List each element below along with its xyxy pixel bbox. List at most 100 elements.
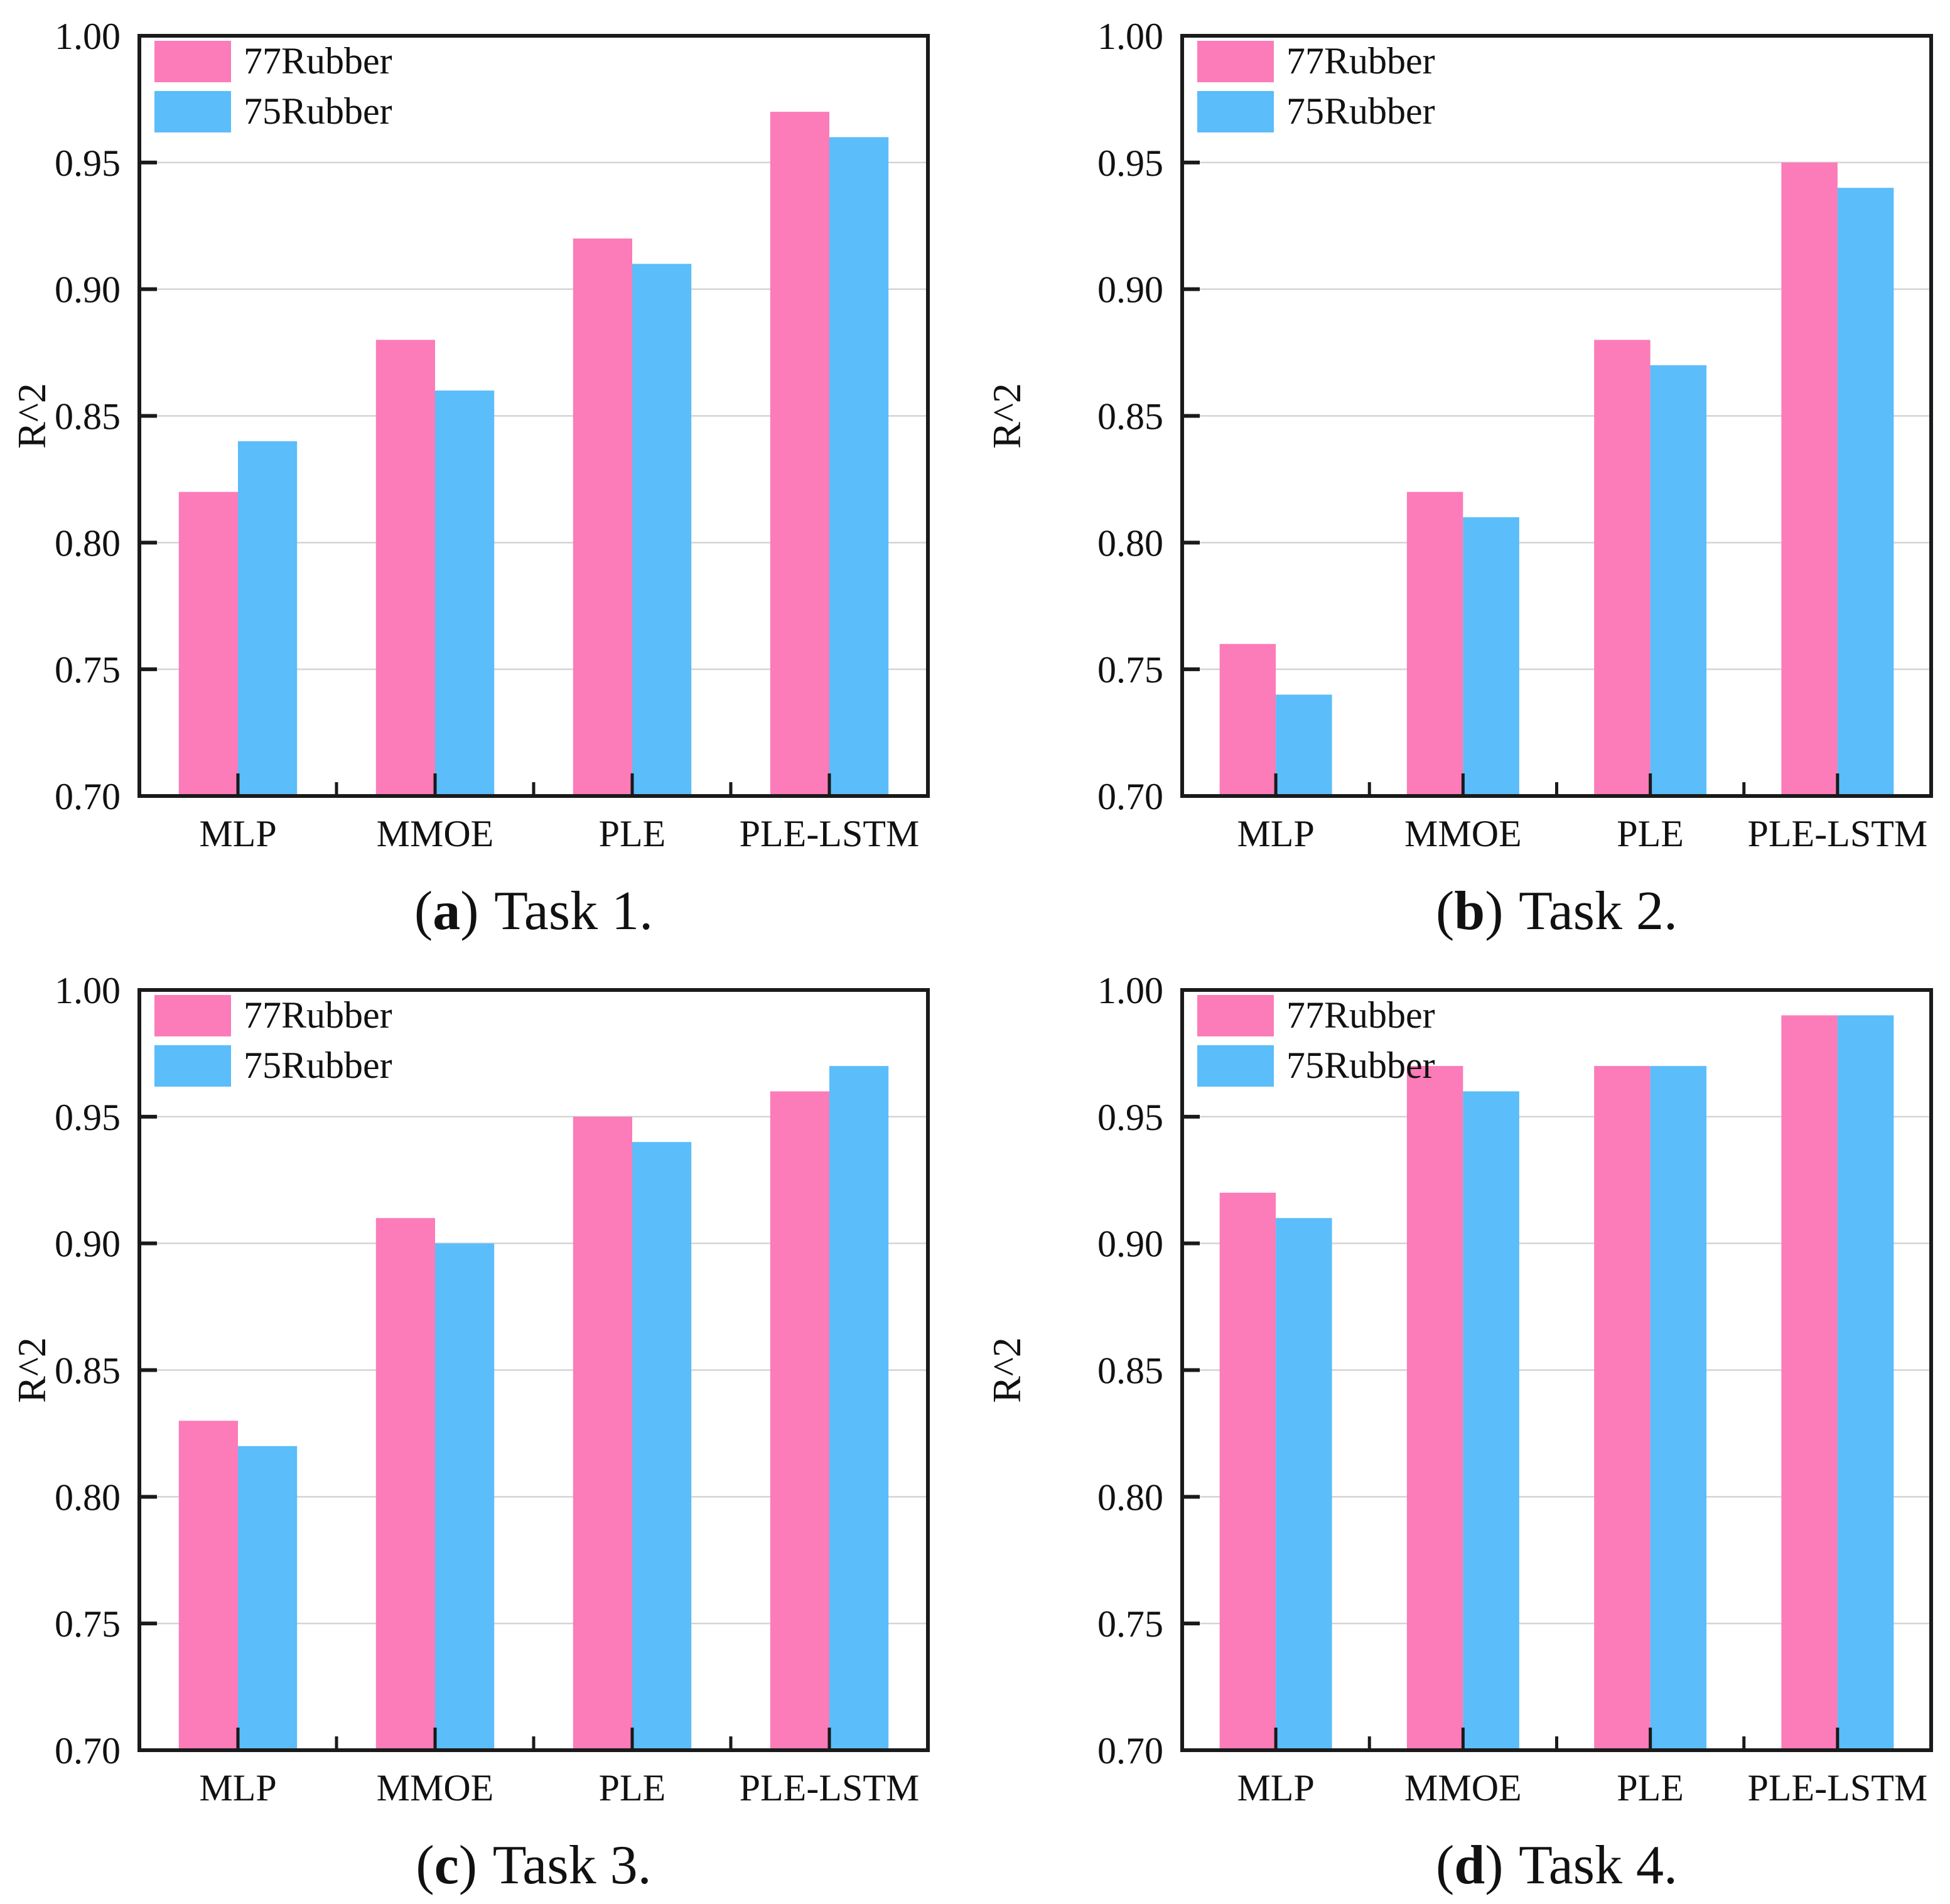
y-tick-label: 0.75 xyxy=(55,1603,121,1645)
y-tick-label: 1.00 xyxy=(1097,970,1163,1011)
y-tick-label: 0.90 xyxy=(1097,269,1163,311)
bar-77Rubber-PLE-LSTM xyxy=(770,1091,829,1750)
y-tick-label: 0.75 xyxy=(1097,1603,1163,1645)
x-category-label-MMOE: MMOE xyxy=(1404,813,1522,854)
y-tick-label: 0.90 xyxy=(55,1224,121,1265)
x-category-label-MMOE: MMOE xyxy=(1404,1767,1522,1809)
y-tick-label: 0.70 xyxy=(1097,776,1163,817)
x-ticks xyxy=(236,1728,831,1750)
bar-77Rubber-PLE-LSTM xyxy=(1781,162,1838,796)
x-category-label-PLE-LSTM: PLE-LSTM xyxy=(740,1767,920,1809)
caption-close: ) xyxy=(1485,1835,1504,1896)
y-tick-label: 0.90 xyxy=(55,269,121,311)
bar-77Rubber-MLP xyxy=(1219,643,1276,796)
legend-label-77Rubber: 77Rubber xyxy=(1286,994,1435,1036)
bars xyxy=(178,112,889,797)
bar-75Rubber-MMOE xyxy=(435,1243,495,1750)
x-category-label-MLP: MLP xyxy=(199,813,276,854)
caption-label: Task 3. xyxy=(492,1835,652,1896)
caption-label: Task 2. xyxy=(1519,881,1678,942)
bar-chart-task-2: 0.70 0.75 0.80 0.85 0.90 0.95 1.00 MLP MMOE PLE PL… xyxy=(984,16,1933,854)
legend-swatch-77Rubber xyxy=(154,41,231,82)
bar-77Rubber-MMOE xyxy=(375,340,435,796)
bar-77Rubber-PLE-LSTM xyxy=(1781,1015,1838,1750)
axis-frame xyxy=(137,34,930,798)
bar-77Rubber-PLE-LSTM xyxy=(770,112,829,797)
caption-open: ( xyxy=(414,881,433,942)
y-tick-label: 0.80 xyxy=(1097,1476,1163,1518)
bar-77Rubber-MMOE xyxy=(375,1218,435,1750)
legend-label-77Rubber: 77Rubber xyxy=(1286,40,1435,82)
caption-letter: b xyxy=(1454,881,1485,942)
bar-75Rubber-PLE-LSTM xyxy=(829,1066,889,1750)
bar-77Rubber-PLE xyxy=(1594,340,1651,796)
y-tick-label: 0.80 xyxy=(1097,522,1163,564)
legend-swatch-77Rubber xyxy=(1197,41,1274,82)
x-category-label-PLE-LSTM: PLE-LSTM xyxy=(740,813,920,854)
bar-75Rubber-MLP xyxy=(1276,694,1332,796)
bar-chart-task-4: 0.70 0.75 0.80 0.85 0.90 0.95 1.00 MLP MMOE PLE PL… xyxy=(984,970,1933,1809)
caption-task-4: (d) Task 4. xyxy=(1182,1835,1931,1896)
bar-75Rubber-PLE xyxy=(1650,365,1707,796)
y-tick-label: 0.95 xyxy=(55,1097,121,1138)
caption-label: Task 4. xyxy=(1519,1835,1678,1896)
bar-chart-task-1: 0.70 0.75 0.80 0.85 0.90 0.95 1.00 MLP MMOE PLE PL… xyxy=(9,16,930,854)
y-tick-label: 1.00 xyxy=(55,970,121,1011)
caption-open: ( xyxy=(1435,1835,1455,1896)
caption-task-2: (b) Task 2. xyxy=(1182,881,1931,942)
legend: 77Rubber 75Rubber xyxy=(154,994,392,1087)
x-category-label-PLE-LSTM: PLE-LSTM xyxy=(1748,813,1928,854)
y-tick-label: 0.75 xyxy=(1097,649,1163,691)
axis-frame xyxy=(137,988,930,1752)
y-tick-label: 0.95 xyxy=(55,143,121,184)
y-tick-label: 0.90 xyxy=(1097,1224,1163,1265)
bar-75Rubber-MMOE xyxy=(435,390,495,796)
y-tick-label: 0.70 xyxy=(55,776,121,817)
bars xyxy=(1219,1015,1894,1750)
y-tick-label: 1.00 xyxy=(55,16,121,57)
y-tick-label: 0.85 xyxy=(55,396,121,438)
bar-77Rubber-MLP xyxy=(1219,1192,1276,1750)
x-category-label-PLE: PLE xyxy=(1617,813,1684,854)
panel-task-2: 0.70 0.75 0.80 0.85 0.90 0.95 1.00 MLP MMOE PLE PL… xyxy=(975,0,1950,954)
x-category-label-MLP: MLP xyxy=(1237,813,1314,854)
caption-open: ( xyxy=(1435,881,1455,942)
y-tick-label: 0.95 xyxy=(1097,1097,1163,1138)
y-tick-label: 0.70 xyxy=(55,1730,121,1772)
legend-swatch-75Rubber xyxy=(1197,91,1274,132)
y-tick-label: 0.85 xyxy=(55,1350,121,1392)
bar-75Rubber-PLE xyxy=(632,264,692,796)
bar-75Rubber-MLP xyxy=(238,441,298,796)
caption-close: ) xyxy=(458,1835,478,1896)
y-axis-label: R^2 xyxy=(984,383,1029,449)
x-category-labels: MLP MMOE PLE PLE-LSTM xyxy=(1237,813,1927,854)
caption-task-3: (c) Task 3. xyxy=(139,1835,928,1896)
caption-close: ) xyxy=(1485,881,1504,942)
x-category-label-PLE: PLE xyxy=(599,813,666,854)
bar-77Rubber-MLP xyxy=(178,1421,238,1750)
y-tick-label: 0.70 xyxy=(1097,1730,1163,1772)
caption-letter: c xyxy=(434,1835,459,1896)
bar-chart-task-3: 0.70 0.75 0.80 0.85 0.90 0.95 1.00 MLP MMOE PLE PL… xyxy=(9,970,930,1809)
bar-75Rubber-MMOE xyxy=(1463,517,1519,796)
bars xyxy=(178,1066,889,1750)
x-ticks xyxy=(1274,773,1840,796)
x-category-label-MMOE: MMOE xyxy=(377,813,494,854)
bar-77Rubber-PLE xyxy=(573,238,632,796)
x-category-label-MMOE: MMOE xyxy=(377,1767,494,1809)
bar-77Rubber-MMOE xyxy=(1406,1066,1463,1750)
x-category-labels: MLP MMOE PLE PLE-LSTM xyxy=(1237,1767,1927,1809)
y-axis-label: R^2 xyxy=(9,383,54,449)
legend-label-75Rubber: 75Rubber xyxy=(1286,90,1435,132)
caption-close: ) xyxy=(460,881,479,942)
x-category-label-PLE-LSTM: PLE-LSTM xyxy=(1748,1767,1928,1809)
panel-task-1: 0.70 0.75 0.80 0.85 0.90 0.95 1.00 MLP MMOE PLE PL… xyxy=(0,0,975,954)
legend-label-77Rubber: 77Rubber xyxy=(244,40,392,82)
caption-label: Task 1. xyxy=(494,881,654,942)
bar-75Rubber-MLP xyxy=(238,1446,298,1750)
caption-letter: a xyxy=(433,881,461,942)
x-category-labels: MLP MMOE PLE PLE-LSTM xyxy=(199,1767,919,1809)
bar-75Rubber-PLE-LSTM xyxy=(1837,1015,1894,1750)
